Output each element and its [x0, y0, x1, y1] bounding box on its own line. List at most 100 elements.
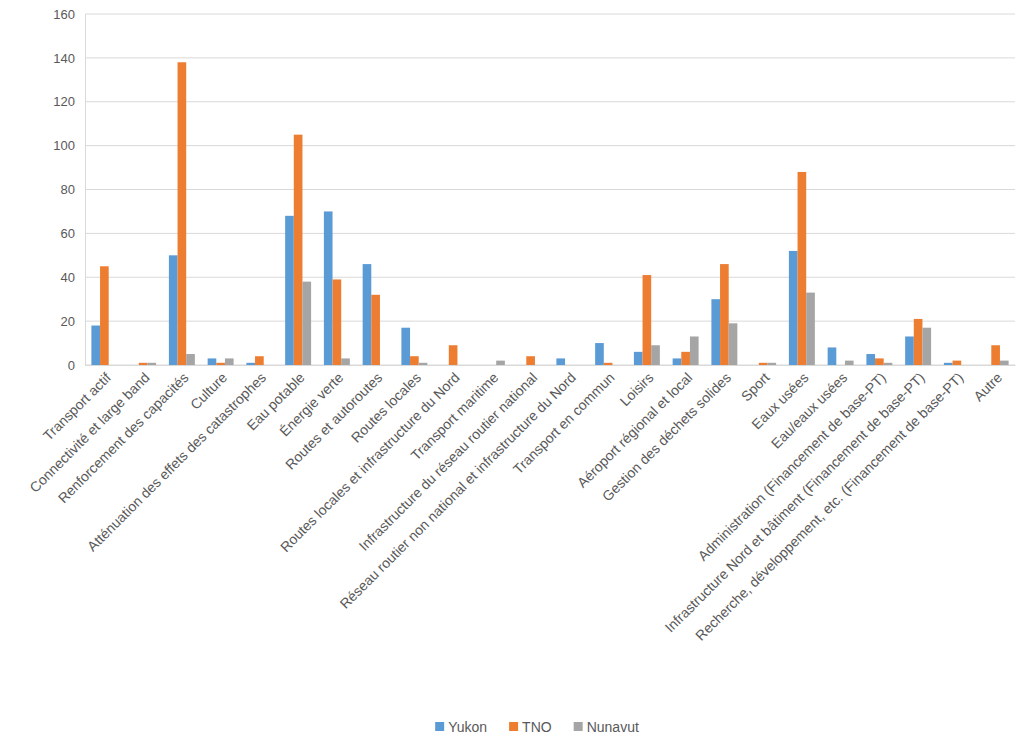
x-axis-line — [86, 365, 1016, 366]
x-tick: Autre — [970, 369, 1005, 404]
x-tick-label: Infrastructure Nord et bâtiment (Finance… — [662, 369, 928, 635]
x-tick-label: Infrastructure du réseau routier nationa… — [356, 369, 541, 554]
y-tick: 120 — [53, 94, 85, 109]
bar — [208, 358, 217, 365]
bar — [91, 326, 100, 365]
bar — [845, 361, 854, 365]
x-tick: Infrastructure Nord et bâtiment (Finance… — [662, 369, 928, 635]
grid-line — [85, 189, 1015, 190]
x-tick-label: Recherche, développement, etc. (Financem… — [692, 369, 966, 643]
bar — [836, 365, 845, 366]
legend-swatch — [435, 722, 444, 731]
bar — [380, 365, 389, 366]
bar — [789, 251, 798, 365]
bar — [556, 358, 565, 365]
bar — [302, 282, 311, 365]
x-tick: Réseau routier non national et infrastru… — [337, 369, 579, 611]
bar — [139, 363, 148, 365]
bar — [341, 358, 350, 365]
x-tick-label: Autre — [970, 369, 1005, 404]
y-tick-label: 20 — [61, 314, 75, 329]
grid-line — [85, 233, 1015, 234]
bar — [246, 363, 255, 365]
bar — [186, 354, 195, 365]
bar — [565, 365, 574, 366]
bar — [147, 363, 156, 365]
x-tick: Gestion des déchets solides — [599, 369, 734, 504]
x-tick: Transport actif — [40, 369, 114, 443]
bar — [884, 363, 893, 365]
x-axis: Transport actifConnectivité et large ban… — [26, 366, 1015, 644]
bar — [419, 363, 428, 365]
grid-line — [85, 101, 1015, 102]
bar — [255, 356, 264, 365]
y-tick: 80 — [61, 182, 85, 197]
x-tick-label: Transport actif — [40, 369, 114, 443]
bar — [720, 264, 729, 365]
bar — [324, 211, 333, 365]
legend-swatch — [574, 722, 583, 731]
legend-label: Nunavut — [587, 719, 639, 735]
bar — [905, 336, 914, 365]
bar — [828, 347, 837, 365]
legend: YukonTNONunavut — [435, 719, 639, 735]
x-tick: Recherche, développement, etc. (Financem… — [692, 369, 966, 643]
bar — [496, 361, 505, 365]
plot: 020406080100120140160Transport actifConn… — [26, 7, 1015, 644]
x-tick-label: Renforcement des capacités — [55, 369, 192, 506]
bar — [100, 266, 109, 365]
legend-item: TNO — [509, 719, 552, 735]
y-tick: 140 — [53, 51, 85, 66]
y-tick-label: 100 — [53, 138, 75, 153]
grid-line — [85, 14, 1015, 15]
y-tick-label: 40 — [61, 270, 75, 285]
bar — [983, 365, 992, 366]
bar — [518, 365, 527, 366]
bar — [440, 365, 449, 366]
legend-item: Nunavut — [574, 719, 639, 735]
bar — [457, 365, 466, 366]
bar — [767, 363, 776, 365]
legend-label: TNO — [522, 719, 552, 735]
bar — [651, 345, 660, 365]
x-tick: Sport — [738, 369, 773, 404]
bar — [866, 354, 875, 365]
grid-line — [85, 321, 1015, 322]
bar — [178, 62, 187, 365]
bar — [643, 275, 652, 365]
x-tick: Renforcement des capacités — [55, 369, 192, 506]
bar — [612, 365, 621, 366]
bar — [750, 365, 759, 366]
bar — [604, 363, 613, 365]
y-tick: 160 — [53, 7, 85, 22]
y-tick-label: 140 — [53, 51, 75, 66]
bar — [1000, 361, 1009, 365]
bar — [634, 352, 643, 365]
bar — [729, 323, 738, 365]
bar — [109, 365, 118, 366]
bar — [798, 172, 807, 365]
y-axis: 020406080100120140160 — [53, 7, 85, 373]
x-tick: Atténuation des effets des catastrophes — [84, 369, 269, 554]
grid-line — [85, 145, 1015, 146]
bar — [130, 365, 139, 366]
bar — [535, 365, 544, 366]
grid-line — [85, 57, 1015, 58]
x-tick-label: Atténuation des effets des catastrophes — [84, 369, 269, 554]
x-tick-label: Gestion des déchets solides — [599, 369, 734, 504]
bar — [961, 365, 970, 366]
bar — [595, 343, 604, 365]
bar — [759, 363, 768, 365]
y-tick-label: 160 — [53, 7, 75, 22]
bar — [488, 365, 497, 366]
y-tick: 20 — [61, 314, 85, 329]
bar — [690, 336, 699, 365]
y-tick: 40 — [61, 270, 85, 285]
series — [91, 211, 952, 365]
bar — [333, 279, 342, 365]
bar — [875, 358, 884, 365]
bar — [991, 345, 1000, 365]
bar — [216, 363, 225, 365]
bar — [363, 264, 372, 365]
bar — [953, 361, 962, 365]
